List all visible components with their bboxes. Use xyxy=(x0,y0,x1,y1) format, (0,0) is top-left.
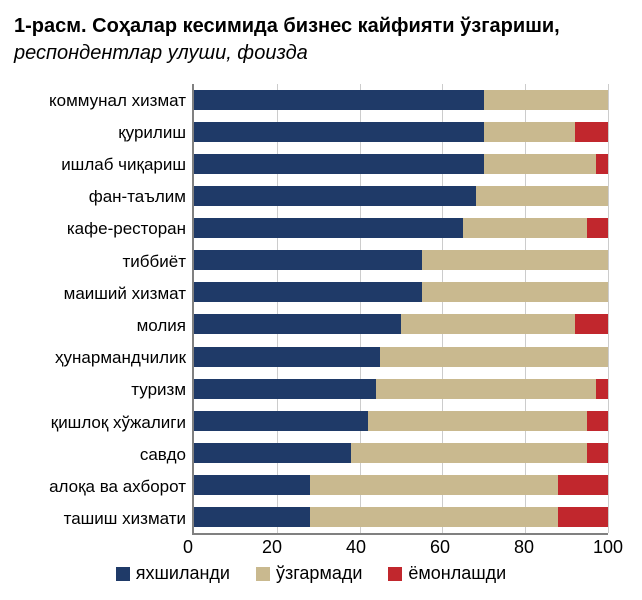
bar-segment-unchanged xyxy=(484,122,575,142)
bar-row xyxy=(194,379,608,399)
x-axis-tick: 100 xyxy=(593,537,623,558)
bar-segment-worsened xyxy=(587,443,608,463)
legend-item-worsened: ёмонлашди xyxy=(388,563,506,584)
y-axis-label: ҳунармандчилик xyxy=(14,349,186,366)
legend-item-improved: яхшиланди xyxy=(116,563,230,584)
bar-segment-improved xyxy=(194,411,368,431)
bar-segment-improved xyxy=(194,314,401,334)
bar-segment-improved xyxy=(194,218,463,238)
x-axis-tick: 80 xyxy=(514,537,534,558)
x-axis-tick: 40 xyxy=(346,537,366,558)
bar-row xyxy=(194,507,608,527)
chart-title: 1-расм. Соҳалар кесимида бизнес кайфияти… xyxy=(14,14,608,39)
bar-segment-unchanged xyxy=(380,347,608,367)
axis-spacer xyxy=(14,535,188,559)
bar-segment-unchanged xyxy=(484,90,608,110)
bar-segment-worsened xyxy=(587,411,608,431)
bar-segment-worsened xyxy=(575,314,608,334)
y-axis-label: тиббиёт xyxy=(14,253,186,270)
bar-segment-improved xyxy=(194,282,422,302)
y-axis-label: ишлаб чиқариш xyxy=(14,156,186,173)
bar-segment-unchanged xyxy=(422,250,608,270)
bar-row xyxy=(194,282,608,302)
x-axis-tick: 20 xyxy=(262,537,282,558)
bar-row xyxy=(194,250,608,270)
y-axis-label: кафе-ресторан xyxy=(14,220,186,237)
bar-row xyxy=(194,122,608,142)
bar-row xyxy=(194,411,608,431)
bar-row xyxy=(194,154,608,174)
bar-row xyxy=(194,443,608,463)
y-axis-label: молия xyxy=(14,317,186,334)
bar-row xyxy=(194,186,608,206)
bar-segment-worsened xyxy=(587,218,608,238)
bars-container xyxy=(194,84,608,533)
bar-segment-unchanged xyxy=(376,379,595,399)
bar-row xyxy=(194,314,608,334)
legend-swatch-icon xyxy=(388,567,402,581)
y-axis-label: ташиш хизмати xyxy=(14,510,186,527)
bar-row xyxy=(194,218,608,238)
x-axis: 020406080100 xyxy=(188,535,608,559)
legend-swatch-icon xyxy=(256,567,270,581)
bar-segment-worsened xyxy=(575,122,608,142)
y-axis-label: савдо xyxy=(14,446,186,463)
y-axis-label: қишлоқ хўжалиги xyxy=(14,414,186,431)
chart-subtitle: респондентлар улуши, фоизда xyxy=(14,41,608,66)
y-axis-labels: коммунал хизмат қурилиш ишлаб чиқариш фан-т… xyxy=(14,84,192,535)
y-axis-label: маиший хизмат xyxy=(14,285,186,302)
gridline xyxy=(608,84,609,533)
y-axis-label: алоқа ва ахборот xyxy=(14,478,186,495)
bar-segment-worsened xyxy=(558,507,608,527)
bar-segment-unchanged xyxy=(368,411,587,431)
bar-segment-improved xyxy=(194,122,484,142)
bar-segment-improved xyxy=(194,90,484,110)
bar-segment-improved xyxy=(194,250,422,270)
legend-item-unchanged: ўзгармади xyxy=(256,563,362,584)
bar-row xyxy=(194,347,608,367)
bar-segment-improved xyxy=(194,379,376,399)
y-axis-label: қурилиш xyxy=(14,124,186,141)
legend-swatch-icon xyxy=(116,567,130,581)
x-axis-tick: 60 xyxy=(430,537,450,558)
legend-label: ёмонлашди xyxy=(408,563,506,584)
bar-segment-improved xyxy=(194,475,310,495)
x-axis-tick: 0 xyxy=(183,537,193,558)
bar-segment-improved xyxy=(194,154,484,174)
bar-segment-improved xyxy=(194,186,476,206)
bar-segment-unchanged xyxy=(351,443,587,463)
bar-segment-unchanged xyxy=(484,154,596,174)
bar-segment-worsened xyxy=(596,379,608,399)
y-axis-label: фан-таълим xyxy=(14,188,186,205)
bar-segment-worsened xyxy=(596,154,608,174)
bar-segment-improved xyxy=(194,507,310,527)
plot-area xyxy=(192,84,608,535)
bar-segment-unchanged xyxy=(463,218,587,238)
x-axis-row: 020406080100 xyxy=(14,535,608,559)
legend-label: яхшиланди xyxy=(136,563,230,584)
plot-row: коммунал хизмат қурилиш ишлаб чиқариш фан-т… xyxy=(14,84,608,535)
y-axis-label: туризм xyxy=(14,381,186,398)
y-axis-label: коммунал хизмат xyxy=(14,92,186,109)
bar-segment-unchanged xyxy=(476,186,608,206)
bar-segment-improved xyxy=(194,347,380,367)
bar-segment-improved xyxy=(194,443,351,463)
figure: 1-расм. Соҳалар кесимида бизнес кайфияти… xyxy=(0,0,642,600)
bar-segment-worsened xyxy=(558,475,608,495)
bar-row xyxy=(194,475,608,495)
bar-segment-unchanged xyxy=(422,282,608,302)
legend-label: ўзгармади xyxy=(276,563,362,584)
bar-row xyxy=(194,90,608,110)
bar-segment-unchanged xyxy=(310,475,558,495)
legend: яхшиланди ўзгармади ёмонлашди xyxy=(14,563,608,584)
bar-segment-unchanged xyxy=(310,507,558,527)
bar-segment-unchanged xyxy=(401,314,575,334)
